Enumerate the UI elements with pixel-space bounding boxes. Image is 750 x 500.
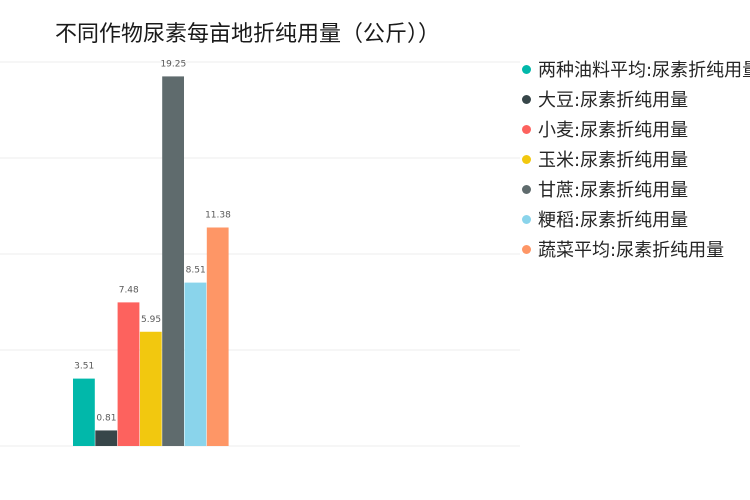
legend-item[interactable]: 小麦:尿素折纯用量 <box>522 114 750 144</box>
bar-value-label: 5.95 <box>141 315 161 325</box>
chart-title: 不同作物尿素每亩地折纯用量（公斤）） <box>55 22 441 47</box>
bars <box>73 76 229 447</box>
legend-item[interactable]: 甘蔗:尿素折纯用量 <box>522 174 750 204</box>
legend-marker-icon <box>522 94 531 104</box>
bar-value-label: 8.51 <box>186 266 206 276</box>
legend-marker-icon <box>522 184 531 194</box>
legend-label: 蔬菜平均:尿素折纯用量 <box>538 240 725 261</box>
legend-marker-icon <box>522 64 531 74</box>
legend-item[interactable]: 玉米:尿素折纯用量 <box>522 144 750 174</box>
legend-marker-icon <box>522 154 531 164</box>
legend-marker-icon <box>522 124 531 134</box>
bar-value-label: 0.81 <box>96 413 116 423</box>
bar-value-label: 11.38 <box>205 211 231 221</box>
bar-value-label: 19.25 <box>160 59 186 69</box>
legend: 两种油料平均:尿素折纯用量 大豆:尿素折纯用量 小麦:尿素折纯用量 玉米:尿素折纯用量… <box>522 54 750 264</box>
legend-marker-icon <box>522 244 531 254</box>
bar[interactable] <box>117 302 140 446</box>
bar[interactable] <box>184 282 207 446</box>
legend-label: 两种油料平均:尿素折纯用量 <box>538 60 750 81</box>
legend-label: 大豆:尿素折纯用量 <box>538 90 689 111</box>
legend-label: 小麦:尿素折纯用量 <box>538 120 689 141</box>
bar[interactable] <box>139 331 162 446</box>
legend-item[interactable]: 大豆:尿素折纯用量 <box>522 84 750 114</box>
bar[interactable] <box>162 76 184 447</box>
data-labels: 3.51 0.81 7.48 5.95 19.25 8.51 11.38 <box>74 59 231 423</box>
legend-item[interactable]: 蔬菜平均:尿素折纯用量 <box>522 234 750 264</box>
bar[interactable] <box>95 430 118 446</box>
bar[interactable] <box>73 378 95 446</box>
bar-value-label: 3.51 <box>74 362 94 372</box>
legend-label: 甘蔗:尿素折纯用量 <box>538 180 689 201</box>
bar-value-label: 7.48 <box>119 285 139 295</box>
legend-label: 玉米:尿素折纯用量 <box>538 150 689 171</box>
legend-marker-icon <box>522 214 531 224</box>
legend-item[interactable]: 两种油料平均:尿素折纯用量 <box>522 54 750 84</box>
legend-item[interactable]: 粳稻:尿素折纯用量 <box>522 204 750 234</box>
bar-chart-plot: 3.51 0.81 7.48 5.95 19.25 8.51 11.38 <box>0 59 520 447</box>
bar[interactable] <box>206 227 229 446</box>
legend-label: 粳稻:尿素折纯用量 <box>538 210 689 231</box>
